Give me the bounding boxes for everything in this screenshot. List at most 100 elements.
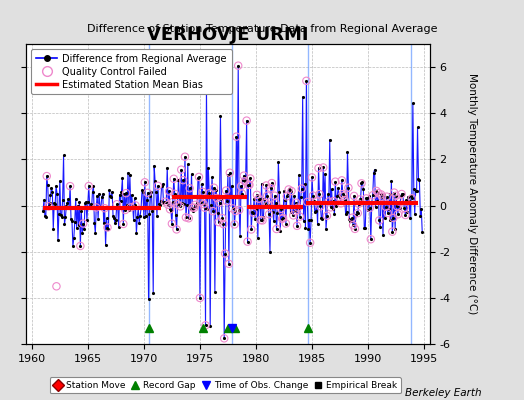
Point bbox=[127, 204, 135, 210]
Title: VERHOVJE URMI: VERHOVJE URMI bbox=[147, 26, 309, 44]
Point bbox=[234, 62, 243, 69]
Point bbox=[45, 203, 53, 210]
Point bbox=[196, 295, 204, 301]
Point bbox=[200, 201, 208, 207]
Point bbox=[355, 196, 364, 203]
Point bbox=[374, 190, 383, 196]
Point bbox=[205, 190, 213, 196]
Point bbox=[144, 190, 152, 196]
Point bbox=[215, 200, 224, 206]
Point bbox=[285, 186, 293, 193]
Point bbox=[177, 166, 185, 173]
Point bbox=[326, 204, 335, 210]
Point bbox=[337, 200, 345, 206]
Point bbox=[390, 189, 398, 196]
Point bbox=[339, 191, 347, 197]
Point bbox=[184, 215, 193, 222]
Point bbox=[331, 178, 340, 185]
Point bbox=[220, 335, 228, 342]
Point bbox=[190, 204, 199, 211]
Point bbox=[199, 189, 207, 195]
Point bbox=[226, 170, 234, 176]
Point bbox=[92, 204, 101, 211]
Point bbox=[350, 193, 358, 199]
Point bbox=[182, 214, 190, 221]
Point bbox=[303, 199, 312, 205]
Point bbox=[172, 226, 181, 233]
Point bbox=[164, 202, 172, 208]
Point bbox=[170, 190, 179, 197]
Point bbox=[235, 207, 243, 213]
Point bbox=[375, 217, 384, 224]
Point bbox=[246, 175, 255, 182]
Point bbox=[132, 202, 140, 208]
Point bbox=[255, 196, 263, 202]
Point bbox=[388, 228, 397, 235]
Point bbox=[262, 182, 270, 189]
Point bbox=[395, 198, 403, 205]
Point bbox=[341, 197, 349, 203]
Point bbox=[291, 208, 299, 214]
Point bbox=[119, 221, 127, 227]
Point bbox=[354, 210, 362, 216]
Point bbox=[218, 215, 226, 221]
Point bbox=[367, 236, 375, 242]
Point bbox=[289, 212, 298, 219]
Point bbox=[323, 212, 331, 219]
Point bbox=[270, 192, 279, 199]
Point bbox=[200, 204, 209, 211]
Legend: Difference from Regional Average, Quality Control Failed, Estimated Station Mean: Difference from Regional Average, Qualit… bbox=[31, 49, 232, 94]
Point bbox=[294, 204, 302, 211]
Point bbox=[249, 210, 257, 216]
Point bbox=[312, 198, 321, 205]
Point bbox=[181, 154, 189, 160]
Point bbox=[348, 214, 356, 221]
Point bbox=[277, 206, 286, 212]
Point bbox=[278, 216, 286, 222]
Point bbox=[213, 195, 221, 201]
Point bbox=[201, 322, 210, 328]
Text: Difference of Station Temperature Data from Regional Average: Difference of Station Temperature Data f… bbox=[87, 24, 437, 34]
Text: Berkeley Earth: Berkeley Earth bbox=[406, 388, 482, 398]
Point bbox=[232, 134, 241, 140]
Point bbox=[282, 193, 291, 200]
Legend: Station Move, Record Gap, Time of Obs. Change, Empirical Break: Station Move, Record Gap, Time of Obs. C… bbox=[50, 377, 401, 394]
Point bbox=[314, 165, 323, 171]
Point bbox=[271, 200, 280, 206]
Point bbox=[79, 220, 88, 227]
Point bbox=[66, 183, 74, 189]
Point bbox=[185, 185, 194, 192]
Point bbox=[264, 202, 272, 208]
Point bbox=[154, 183, 162, 189]
Point bbox=[191, 202, 200, 208]
Point bbox=[161, 198, 170, 205]
Point bbox=[377, 191, 385, 198]
Point bbox=[76, 243, 84, 249]
Point bbox=[292, 200, 300, 206]
Point bbox=[315, 191, 324, 197]
Point bbox=[238, 190, 246, 197]
Point bbox=[239, 172, 248, 179]
Point bbox=[188, 204, 196, 211]
Point bbox=[243, 118, 251, 124]
Point bbox=[337, 177, 346, 184]
Point bbox=[383, 194, 391, 200]
Point bbox=[168, 220, 176, 227]
Point bbox=[245, 182, 254, 188]
Point bbox=[366, 205, 374, 211]
Point bbox=[296, 213, 304, 220]
Point bbox=[221, 250, 230, 257]
Point bbox=[214, 219, 223, 225]
Point bbox=[306, 240, 314, 246]
Point bbox=[263, 192, 271, 199]
Point bbox=[279, 215, 287, 221]
Point bbox=[368, 192, 377, 198]
Point bbox=[408, 195, 416, 202]
Point bbox=[309, 192, 317, 199]
Point bbox=[222, 187, 230, 194]
Point bbox=[258, 217, 267, 224]
Point bbox=[355, 200, 363, 207]
Point bbox=[173, 201, 182, 208]
Point bbox=[268, 180, 276, 186]
Point bbox=[42, 173, 51, 179]
